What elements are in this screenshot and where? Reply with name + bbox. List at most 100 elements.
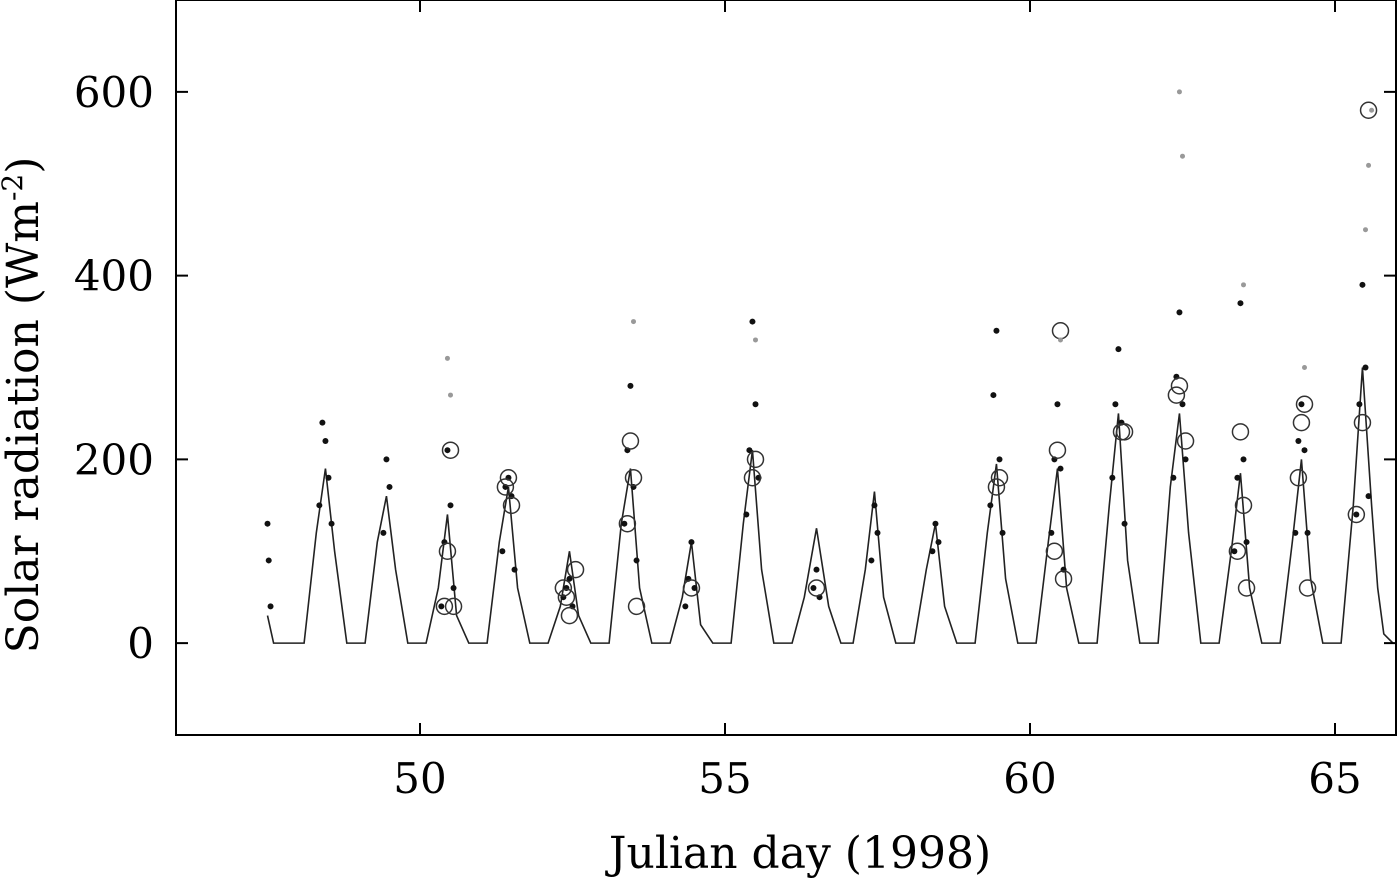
data-point-circle (1176, 432, 1195, 450)
y-axis-title: Solar radiation (Wm-2) (0, 157, 49, 654)
data-point (1237, 300, 1244, 307)
data-point (929, 548, 936, 555)
data-point (1112, 401, 1119, 408)
data-point (932, 520, 939, 527)
data-point-circle (807, 579, 826, 597)
data-point-faint (1363, 227, 1368, 233)
data-point (1243, 539, 1250, 546)
data-point-faint (1176, 89, 1182, 95)
y-tick-label: 600 (74, 68, 154, 117)
data-point (1170, 474, 1177, 481)
data-point-faint (1058, 337, 1063, 343)
data-point-faint (1302, 365, 1307, 370)
data-point (1362, 364, 1369, 371)
data-point (813, 566, 820, 573)
data-point (566, 575, 573, 582)
data-point-faint (631, 319, 636, 325)
data-point (1292, 529, 1299, 536)
data-point-circle (1051, 322, 1070, 340)
data-point-circle (438, 542, 457, 560)
data-point-circle (743, 469, 762, 487)
data-point (1121, 520, 1128, 527)
data-point-circle (1289, 469, 1308, 487)
x-tick-label: 50 (393, 754, 446, 803)
data-point (749, 318, 756, 325)
data-point (627, 382, 634, 389)
y-tick-label: 0 (127, 619, 154, 668)
data-point (1234, 474, 1241, 481)
x-tick-label: 60 (1003, 754, 1056, 803)
data-point (383, 456, 390, 463)
y-axis-title-close: ) (0, 157, 49, 174)
data-point (1365, 493, 1372, 500)
data-point-circle (682, 579, 701, 597)
data-point-circle (1234, 496, 1253, 515)
data-point (265, 557, 272, 564)
data-point (380, 529, 387, 536)
x-tick-label: 65 (1308, 754, 1361, 803)
data-point (999, 529, 1006, 536)
data-point-circle (444, 597, 463, 616)
data-point (264, 520, 271, 527)
data-point (1176, 309, 1183, 316)
data-point (874, 529, 881, 536)
data-point (499, 548, 506, 555)
data-point-circle (496, 478, 515, 496)
data-point (682, 603, 689, 610)
data-point-circle (1167, 386, 1186, 404)
y-axis-title-main: Solar radiation (Wm (0, 201, 49, 653)
data-point (743, 511, 750, 518)
data-point-circle (987, 478, 1006, 496)
data-point-faint (1366, 162, 1372, 168)
plot-frame (175, 0, 1397, 736)
data-point (322, 438, 329, 444)
data-point (1109, 474, 1116, 481)
data-point (1301, 447, 1308, 454)
data-point-circle (1359, 101, 1378, 119)
data-point-faint (753, 337, 758, 343)
data-point-circle (566, 560, 585, 579)
series-line (266, 367, 1394, 644)
data-point-circle (746, 450, 765, 469)
data-point (752, 401, 759, 408)
data-point-circle (441, 441, 460, 459)
data-point (1115, 346, 1122, 353)
data-point (1048, 529, 1055, 536)
data-point (1298, 401, 1305, 408)
data-point (447, 502, 454, 509)
data-point-circle (1115, 423, 1134, 441)
data-point-circle (990, 469, 1009, 487)
data-point (267, 603, 274, 610)
data-point (511, 566, 518, 573)
data-point (688, 539, 695, 546)
plot-area (264, 89, 1394, 644)
data-point (1353, 511, 1360, 518)
data-point (1240, 456, 1247, 463)
data-point (319, 419, 326, 426)
x-axis-title: Julian day (1998) (605, 828, 991, 879)
data-point-faint (448, 392, 453, 398)
data-point (386, 483, 393, 490)
data-point (325, 474, 332, 481)
data-point-circle (499, 469, 518, 487)
axes: 50 55 60 65 0 200 400 600 (74, 0, 1397, 803)
data-point-circle (560, 606, 579, 625)
data-point (1179, 401, 1186, 408)
data-point-circle (1347, 505, 1366, 524)
data-point-circle (1170, 377, 1189, 395)
data-point (316, 502, 323, 509)
data-point (1231, 548, 1238, 555)
data-point (691, 585, 698, 591)
y-tick-label: 200 (74, 435, 154, 484)
data-point (633, 557, 640, 564)
data-point (868, 557, 875, 564)
data-point-circle (557, 588, 576, 606)
data-point-circle (1295, 395, 1314, 413)
data-point-circle (554, 579, 573, 597)
data-point-circle (618, 514, 637, 533)
data-point (1295, 438, 1302, 444)
data-point (993, 327, 1000, 334)
data-point-faint (444, 355, 450, 361)
data-point-faint (1180, 153, 1185, 159)
